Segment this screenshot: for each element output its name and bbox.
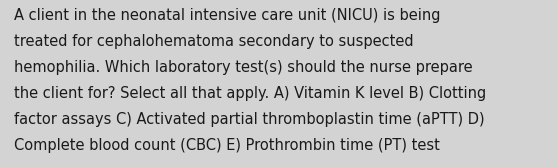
Text: Complete blood count (CBC) E) Prothrombin time (PT) test: Complete blood count (CBC) E) Prothrombi… — [14, 138, 440, 153]
Text: the client for? Select all that apply. A) Vitamin K level B) Clotting: the client for? Select all that apply. A… — [14, 86, 486, 101]
Text: factor assays C) Activated partial thromboplastin time (aPTT) D): factor assays C) Activated partial throm… — [14, 112, 484, 127]
Text: hemophilia. Which laboratory test(s) should the nurse prepare: hemophilia. Which laboratory test(s) sho… — [14, 60, 473, 75]
Text: treated for cephalohematoma secondary to suspected: treated for cephalohematoma secondary to… — [14, 34, 413, 49]
Text: A client in the neonatal intensive care unit (NICU) is being: A client in the neonatal intensive care … — [14, 8, 440, 23]
